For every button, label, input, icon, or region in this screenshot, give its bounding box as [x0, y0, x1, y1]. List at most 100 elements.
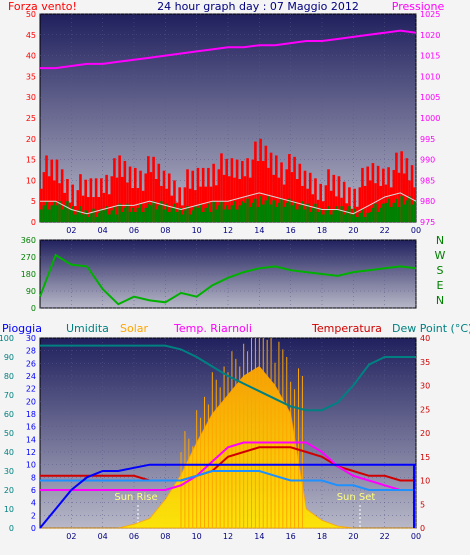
- wind-green-bar: [71, 206, 74, 222]
- pressure-tick-label: 1000: [420, 114, 440, 123]
- wind-green-bar: [235, 209, 239, 222]
- wind-green-bar: [45, 201, 48, 222]
- x-tick-label: 00: [411, 532, 421, 541]
- wind-green-bar: [53, 201, 56, 222]
- wind-gust-bar: [402, 173, 406, 222]
- wind-green-bar: [214, 209, 218, 222]
- wind-green-bar: [324, 210, 328, 222]
- wind-gust-bar: [71, 184, 74, 222]
- wind-gust-bar: [387, 167, 390, 222]
- wind-gust-bar: [319, 183, 322, 222]
- wind-gust-bar: [76, 190, 80, 222]
- humidity-tick-label: 60: [4, 410, 14, 419]
- wind-green-bar: [303, 209, 307, 222]
- wind-green-bar: [89, 212, 93, 222]
- pressure-tick-label: 990: [420, 156, 435, 165]
- wind-gust-bar: [113, 158, 116, 222]
- rain-tick-label: 14: [26, 435, 36, 444]
- wind-green-bar: [366, 212, 369, 222]
- compass-label: W: [435, 249, 446, 262]
- wind-gust-bar: [327, 169, 330, 222]
- wind-tick-label: 30: [26, 93, 36, 102]
- wind-gust-bar: [269, 152, 273, 222]
- wind-gust-bar: [87, 197, 90, 222]
- wind-tick-label: 5: [31, 197, 36, 206]
- wind-gust-bar: [73, 206, 77, 222]
- wind-gust-bar: [400, 151, 403, 222]
- wind-gust-bar: [110, 176, 114, 222]
- wind-gust-bar: [84, 179, 87, 222]
- x-tick-label: 08: [160, 532, 170, 541]
- wind-green-bar: [42, 205, 46, 222]
- rain-tick-label: 0: [31, 524, 36, 533]
- wind-green-bar: [120, 212, 124, 222]
- temperature-line: [40, 446, 416, 482]
- wind-green-bar: [361, 208, 364, 222]
- direction-line: [39, 253, 417, 306]
- wind-green-bar: [230, 205, 234, 222]
- wind-gust-bar: [118, 155, 121, 222]
- wind-gust-bar: [115, 177, 119, 222]
- wind-gust-bar: [126, 182, 129, 222]
- wind-green-bar: [152, 201, 155, 222]
- wind-green-bar: [342, 214, 346, 222]
- wind-gust-bar: [230, 158, 234, 222]
- x-tick-label: 14: [254, 226, 264, 235]
- wind-gust-bar: [329, 190, 333, 222]
- wind-gust-bar: [47, 176, 51, 222]
- x-tick-label: 12: [223, 226, 233, 235]
- wind-green-bar: [408, 196, 411, 222]
- wind-green-bar: [81, 214, 85, 222]
- wind-green-bar: [209, 212, 213, 222]
- wind-green-bar: [264, 200, 268, 222]
- pressure-tick-label: 1010: [420, 72, 440, 81]
- wind-green-bar: [183, 210, 187, 222]
- riarnoli-line: [40, 441, 416, 491]
- humidity-tick-label: 100: [0, 334, 14, 343]
- wind-green-bar: [382, 203, 385, 222]
- wind-gust-bar: [225, 158, 228, 222]
- wind-tick-label: 15: [26, 156, 36, 165]
- wind-green-bar: [322, 214, 325, 222]
- pressure-tick-label: 975: [420, 218, 435, 227]
- x-tick-label: 16: [286, 226, 296, 235]
- wind-gust-bar: [290, 172, 294, 222]
- wind-gust-bar: [201, 167, 205, 222]
- wind-gust-bar: [342, 181, 346, 222]
- wind-green-bar: [126, 203, 129, 222]
- wind-green-bar: [311, 207, 315, 222]
- wind-green-bar: [194, 206, 197, 222]
- wind-green-bar: [397, 207, 401, 222]
- wind-gust-bar: [298, 163, 302, 222]
- legend-temperatura: Temperatura: [311, 322, 382, 335]
- wind-green-bar: [267, 196, 270, 222]
- wind-green-bar: [107, 214, 111, 222]
- wind-gust-bar: [94, 178, 98, 222]
- temperature-tick-label: 40: [420, 334, 430, 343]
- wind-green-bar: [308, 212, 312, 222]
- wind-gust-bar: [243, 176, 247, 222]
- wind-gust-bar: [105, 174, 108, 222]
- wind-gust-bar: [139, 170, 142, 222]
- pressure-axis-title: Pressione: [392, 0, 445, 13]
- rain-tick-label: 8: [31, 473, 36, 482]
- wind-green-bar: [395, 198, 398, 222]
- wind-tick-label: 50: [26, 10, 36, 19]
- wind-gust-bar: [353, 188, 356, 222]
- wind-green-bar: [79, 206, 82, 222]
- wind-gust-bar: [324, 185, 328, 222]
- wind-green-bar: [188, 214, 192, 222]
- wind-green-bar: [261, 204, 265, 222]
- wind-green-bar: [254, 198, 257, 222]
- wind-green-bar: [102, 210, 106, 222]
- wind-gust-bar: [376, 165, 380, 222]
- rain-tick-label: 24: [26, 372, 36, 381]
- rain-tick-label: 2: [31, 511, 36, 520]
- wind-green-bar: [405, 200, 409, 222]
- wind-green-bar: [259, 196, 262, 222]
- x-tick-label: 06: [129, 226, 139, 235]
- wind-green-bar: [228, 209, 231, 222]
- wind-gust-bar: [264, 145, 268, 222]
- x-tick-label: 22: [380, 532, 390, 541]
